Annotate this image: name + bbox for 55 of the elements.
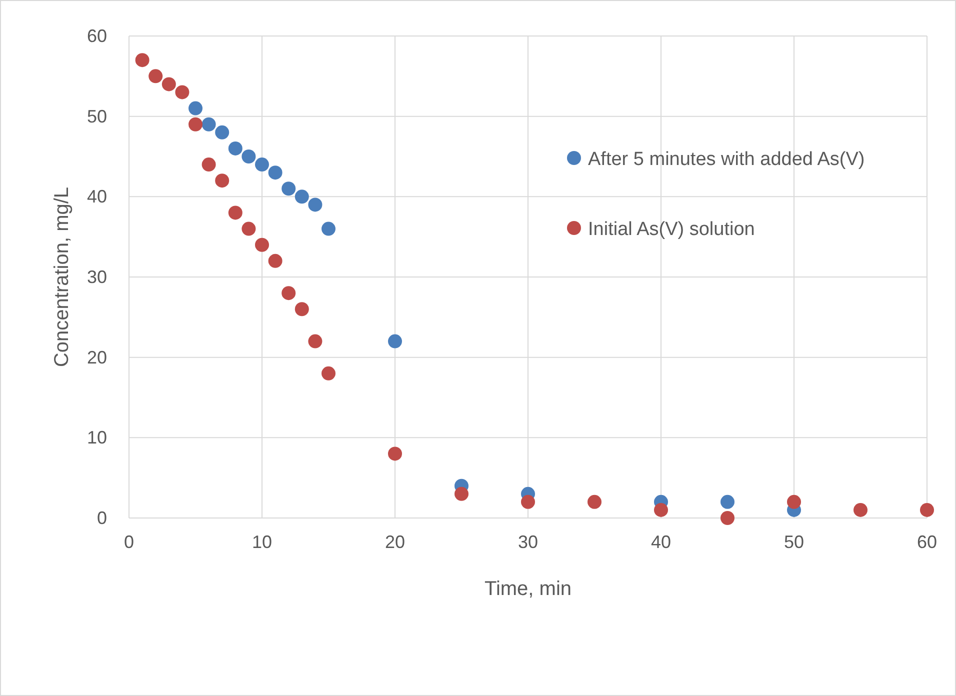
point (308, 198, 322, 212)
point (294, 190, 309, 204)
point (920, 502, 934, 517)
point (521, 494, 535, 509)
point (202, 117, 216, 132)
point (255, 158, 269, 172)
legend-label: Initial As(V) solution (588, 219, 755, 240)
y-tick-label: 40 (86, 186, 107, 207)
point (148, 69, 163, 84)
x-tick-label: 50 (784, 532, 804, 552)
point (268, 254, 282, 268)
y-tick-label: 0 (96, 508, 107, 528)
point (135, 53, 150, 68)
point (308, 334, 322, 348)
x-tick-label: 20 (384, 532, 406, 552)
point (242, 150, 256, 164)
point (175, 85, 190, 100)
point (720, 511, 734, 525)
point (228, 206, 242, 220)
point (282, 286, 296, 300)
point (255, 238, 269, 252)
point (242, 222, 256, 236)
point (215, 125, 230, 140)
y-tick-label: 50 (86, 106, 107, 126)
x-tick-label: 60 (916, 532, 938, 552)
point (388, 334, 402, 348)
y-tick-label: 10 (86, 428, 107, 448)
point (162, 77, 176, 92)
point (720, 494, 734, 509)
point (282, 182, 296, 196)
point (322, 366, 336, 380)
point (854, 502, 868, 517)
x-tick-label: 10 (252, 532, 272, 552)
point (228, 141, 242, 156)
y-tick-label: 60 (86, 26, 107, 46)
point (202, 158, 216, 172)
point (787, 494, 801, 509)
x-tick-label: 0 (124, 532, 134, 552)
point (188, 117, 202, 132)
point (215, 174, 230, 188)
x-tick-label: 40 (650, 532, 672, 552)
point (454, 486, 468, 501)
y-tick-label: 30 (86, 267, 107, 287)
point (388, 446, 402, 461)
x-axis-title: Time, min (484, 578, 572, 600)
point (654, 502, 668, 517)
point (294, 302, 309, 316)
point (268, 166, 282, 180)
y-tick-label: 20 (86, 347, 107, 368)
legend-label: After 5 minutes with added As(V) (588, 149, 865, 170)
point (188, 101, 202, 116)
point (588, 494, 602, 509)
y-axis-title: Concentration, mg/L (51, 186, 73, 368)
point (322, 222, 336, 236)
x-tick-label: 30 (518, 532, 538, 552)
